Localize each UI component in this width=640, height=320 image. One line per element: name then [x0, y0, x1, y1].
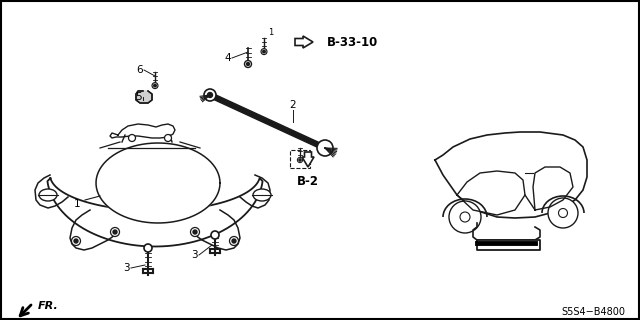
- Polygon shape: [209, 93, 326, 150]
- Text: 4: 4: [225, 53, 231, 63]
- Circle shape: [152, 83, 158, 89]
- Circle shape: [548, 198, 578, 228]
- Circle shape: [144, 244, 152, 252]
- Text: 1: 1: [268, 28, 273, 36]
- Text: 5: 5: [136, 92, 142, 102]
- Circle shape: [449, 201, 481, 233]
- Circle shape: [244, 60, 252, 68]
- Text: 3: 3: [191, 250, 198, 260]
- FancyArrow shape: [295, 36, 313, 48]
- Text: FR.: FR.: [38, 301, 59, 311]
- Circle shape: [193, 230, 197, 234]
- Ellipse shape: [253, 189, 271, 201]
- Circle shape: [129, 134, 136, 141]
- Circle shape: [191, 228, 200, 236]
- Circle shape: [299, 159, 301, 161]
- Circle shape: [460, 212, 470, 222]
- Circle shape: [74, 239, 78, 243]
- Polygon shape: [47, 178, 262, 246]
- Circle shape: [230, 236, 239, 245]
- Text: B-33-10: B-33-10: [327, 36, 378, 49]
- Bar: [290, 150, 310, 168]
- Circle shape: [164, 134, 172, 141]
- Polygon shape: [435, 132, 587, 218]
- Circle shape: [211, 231, 219, 239]
- Ellipse shape: [39, 189, 57, 201]
- Circle shape: [232, 239, 236, 243]
- Polygon shape: [96, 143, 220, 223]
- Circle shape: [261, 49, 267, 55]
- Text: 1: 1: [74, 199, 80, 209]
- FancyArrow shape: [302, 152, 314, 167]
- Circle shape: [111, 228, 120, 236]
- Polygon shape: [477, 240, 540, 250]
- Circle shape: [559, 209, 568, 218]
- Circle shape: [246, 62, 250, 66]
- Circle shape: [298, 157, 303, 163]
- Circle shape: [263, 50, 265, 53]
- Text: S5S4−B4800: S5S4−B4800: [561, 307, 625, 317]
- Circle shape: [204, 89, 216, 101]
- Circle shape: [154, 84, 156, 87]
- Circle shape: [72, 236, 81, 245]
- Circle shape: [113, 230, 117, 234]
- Text: 6: 6: [136, 65, 143, 75]
- Circle shape: [207, 92, 212, 98]
- Text: 2: 2: [290, 100, 296, 110]
- Text: B-2: B-2: [297, 175, 319, 188]
- Circle shape: [317, 140, 333, 156]
- Text: 3: 3: [124, 263, 130, 273]
- Polygon shape: [136, 91, 152, 103]
